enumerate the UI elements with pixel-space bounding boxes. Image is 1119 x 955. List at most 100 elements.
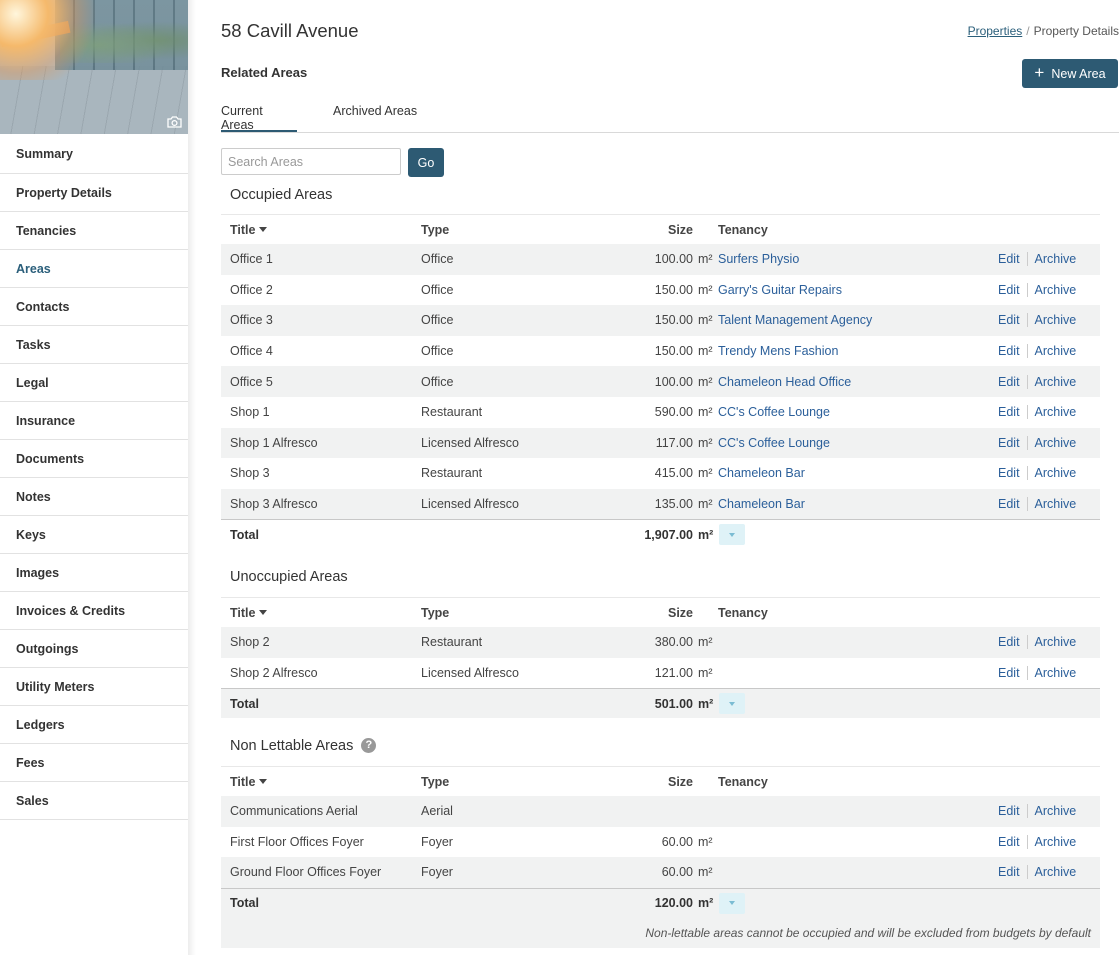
tenancy-link[interactable]: Chameleon Head Office <box>718 374 852 389</box>
sidebar-nav: Summary Property Details Tenancies Areas… <box>0 134 188 820</box>
size-unit: m² <box>698 665 713 680</box>
sidebar-item-areas[interactable]: Areas <box>0 250 188 288</box>
group-title-text: Non Lettable Areas <box>230 738 354 754</box>
sidebar-item-tenancies[interactable]: Tenancies <box>0 212 188 250</box>
edit-link[interactable]: Edit <box>998 804 1020 819</box>
size-unit: m² <box>698 252 713 267</box>
area-size: 60.00 <box>661 834 693 849</box>
table-row: Office 5 Office 100.00 m² Chameleon Head Off… <box>221 366 1100 397</box>
breadcrumb: Properties / Property Details <box>968 24 1119 38</box>
tenancy-link[interactable]: Chameleon Bar <box>718 466 805 481</box>
sidebar-item-summary[interactable]: Summary <box>0 134 188 174</box>
property-photo[interactable] <box>0 0 188 134</box>
area-size: 590.00 <box>654 405 693 420</box>
column-tenancy-header: Tenancy <box>718 222 768 237</box>
edit-link[interactable]: Edit <box>998 435 1020 450</box>
edit-link[interactable]: Edit <box>998 865 1020 880</box>
sidebar-item-legal[interactable]: Legal <box>0 364 188 402</box>
total-dropdown-toggle[interactable] <box>719 892 745 914</box>
archive-link[interactable]: Archive <box>1034 344 1077 359</box>
sidebar-item-contacts[interactable]: Contacts <box>0 288 188 326</box>
archive-link[interactable]: Archive <box>1034 252 1077 267</box>
table-header: Title Type Size Tenancy <box>221 214 1100 244</box>
edit-link[interactable]: Edit <box>998 834 1020 849</box>
edit-link[interactable]: Edit <box>998 313 1020 328</box>
sidebar-item-sales[interactable]: Sales <box>0 782 188 820</box>
total-row: Total 120.00 m² <box>221 887 1100 918</box>
area-type: Aerial <box>421 804 453 819</box>
edit-link[interactable]: Edit <box>998 282 1020 297</box>
area-size: 150.00 <box>654 282 693 297</box>
area-type: Licensed Alfresco <box>421 497 519 512</box>
column-title-header[interactable]: Title <box>221 606 421 620</box>
sidebar-item-keys[interactable]: Keys <box>0 516 188 554</box>
tenancy-link[interactable]: Talent Management Agency <box>718 313 873 328</box>
edit-link[interactable]: Edit <box>998 252 1020 267</box>
total-row: Total 1,907.00 m² <box>221 519 1100 550</box>
go-button[interactable]: Go <box>408 148 444 177</box>
archive-link[interactable]: Archive <box>1034 804 1077 819</box>
total-label: Total <box>230 696 259 711</box>
tenancy-link[interactable]: Surfers Physio <box>718 252 800 267</box>
column-title-header[interactable]: Title <box>221 775 421 789</box>
tab-current-areas[interactable]: Current Areas <box>221 104 297 132</box>
sidebar-item-documents[interactable]: Documents <box>0 440 188 478</box>
edit-link[interactable]: Edit <box>998 635 1020 650</box>
edit-link[interactable]: Edit <box>998 344 1020 359</box>
archive-link[interactable]: Archive <box>1034 665 1077 680</box>
archive-link[interactable]: Archive <box>1034 282 1077 297</box>
breadcrumb-properties-link[interactable]: Properties <box>967 24 1023 38</box>
archive-link[interactable]: Archive <box>1034 635 1077 650</box>
tab-archived-areas[interactable]: Archived Areas <box>333 104 418 118</box>
total-dropdown-toggle[interactable] <box>719 524 745 546</box>
total-dropdown-toggle[interactable] <box>719 693 745 715</box>
area-type: Office <box>421 313 454 328</box>
edit-link[interactable]: Edit <box>998 374 1020 389</box>
tenancy-link[interactable]: CC's Coffee Lounge <box>718 405 830 420</box>
tenancy-link[interactable]: Garry's Guitar Repairs <box>718 282 842 297</box>
edit-link[interactable]: Edit <box>998 665 1020 680</box>
camera-icon[interactable] <box>167 116 182 128</box>
column-size-header: Size <box>667 222 693 237</box>
archive-link[interactable]: Archive <box>1034 466 1077 481</box>
sidebar-item-ledgers[interactable]: Ledgers <box>0 706 188 744</box>
edit-link[interactable]: Edit <box>998 466 1020 481</box>
tenancy-link[interactable]: Chameleon Bar <box>718 497 805 512</box>
row-actions: Edit Archive <box>998 834 1100 849</box>
sidebar-item-utility-meters[interactable]: Utility Meters <box>0 668 188 706</box>
sidebar-item-invoices-credits[interactable]: Invoices & Credits <box>0 592 188 630</box>
search-input[interactable] <box>221 148 401 175</box>
column-type-header: Type <box>421 605 450 620</box>
area-tenancy: Talent Management Agency <box>715 313 998 327</box>
edit-link[interactable]: Edit <box>998 497 1020 512</box>
table-row: Shop 1 Alfresco Licensed Alfresco 117.00 m²… <box>221 427 1100 459</box>
archive-link[interactable]: Archive <box>1034 405 1077 420</box>
sidebar-item-outgoings[interactable]: Outgoings <box>0 630 188 668</box>
archive-link[interactable]: Archive <box>1034 834 1077 849</box>
archive-link[interactable]: Archive <box>1034 435 1077 450</box>
archive-link[interactable]: Archive <box>1034 374 1077 389</box>
edit-link[interactable]: Edit <box>998 405 1020 420</box>
main-content: 58 Cavill Avenue Properties / Property Det… <box>221 0 1119 955</box>
column-title-header[interactable]: Title <box>221 223 421 237</box>
chevron-down-icon <box>729 701 735 706</box>
sidebar-item-fees[interactable]: Fees <box>0 744 188 782</box>
column-title-label: Title <box>230 774 256 789</box>
action-separator <box>1026 344 1028 359</box>
row-actions: Edit Archive <box>998 635 1100 650</box>
sidebar-item-property-details[interactable]: Property Details <box>0 174 188 212</box>
archive-link[interactable]: Archive <box>1034 313 1077 328</box>
tenancy-link[interactable]: CC's Coffee Lounge <box>718 435 830 450</box>
help-icon[interactable]: ? <box>361 737 377 753</box>
sidebar-item-insurance[interactable]: Insurance <box>0 402 188 440</box>
sidebar-item-notes[interactable]: Notes <box>0 478 188 516</box>
archive-link[interactable]: Archive <box>1034 497 1077 512</box>
area-size-unit: m² <box>693 635 715 649</box>
archive-link[interactable]: Archive <box>1034 865 1077 880</box>
sidebar-item-images[interactable]: Images <box>0 554 188 592</box>
tenancy-link[interactable]: Trendy Mens Fashion <box>718 344 839 359</box>
sidebar-item-tasks[interactable]: Tasks <box>0 326 188 364</box>
new-area-button[interactable]: + New Area <box>1022 59 1118 88</box>
row-actions: Edit Archive <box>998 344 1100 359</box>
area-tenancy: CC's Coffee Lounge <box>715 436 998 450</box>
